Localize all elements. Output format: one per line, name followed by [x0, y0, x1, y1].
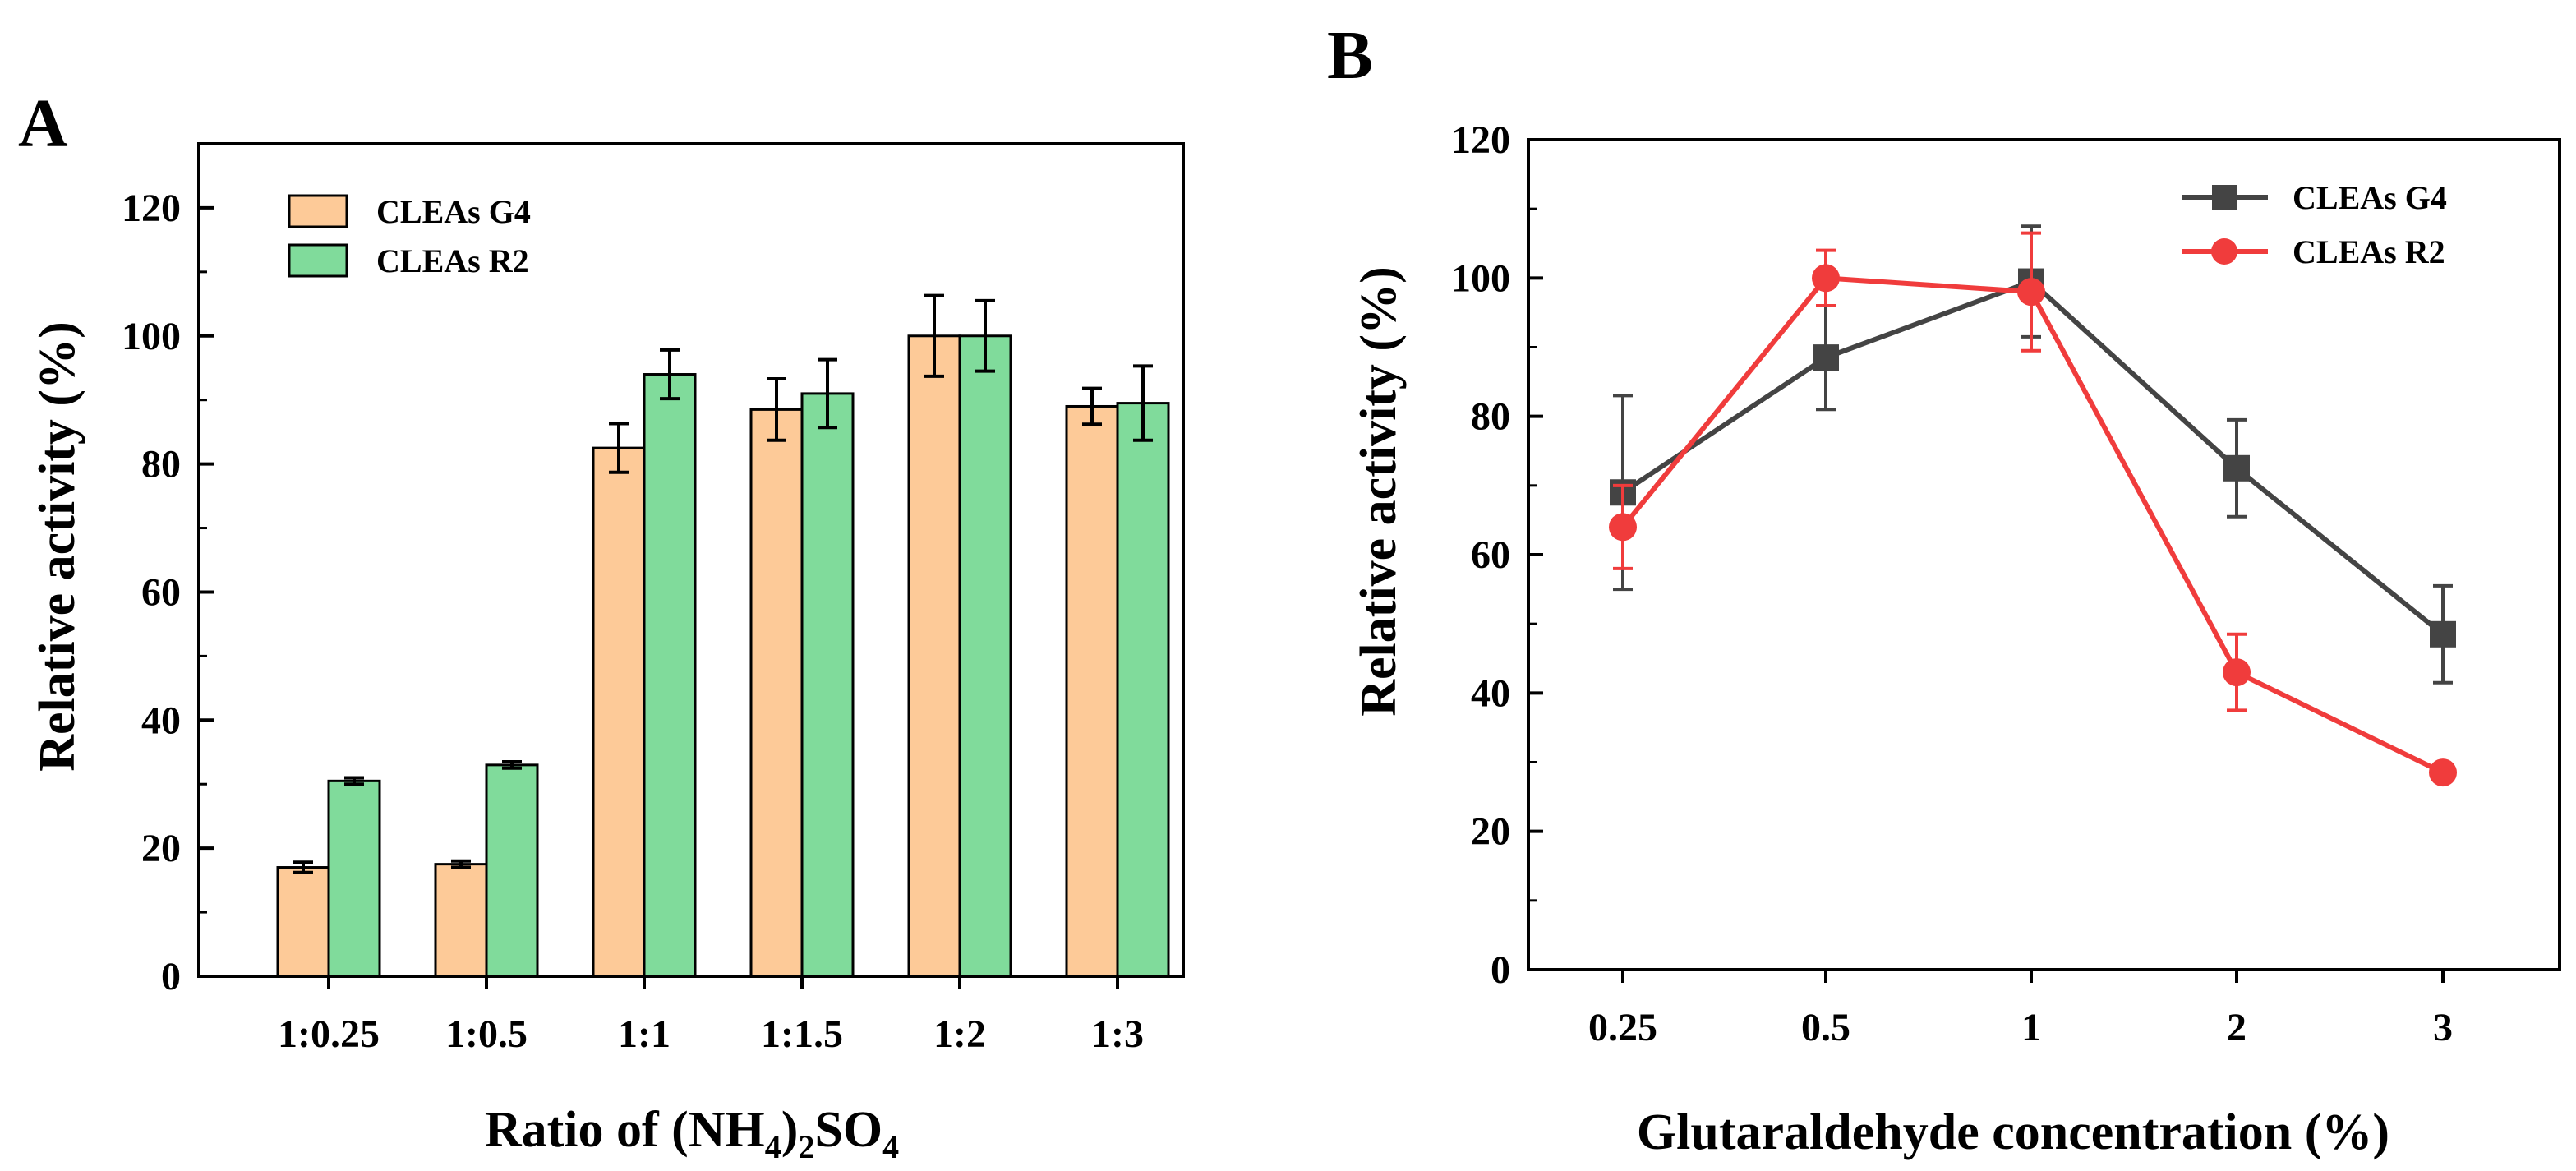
error-bar-r2-5 [1133, 364, 1153, 442]
y-tick-label: 60 [141, 570, 181, 614]
error-bar-r2-1 [502, 759, 522, 770]
legend-label-g4: CLEAs G4 [2293, 179, 2447, 216]
bar-g4-4 [907, 334, 961, 978]
error-bar-r2-0 [344, 776, 364, 786]
bar-r2-3 [800, 392, 855, 978]
x-tick-label: 3 [2433, 1006, 2453, 1049]
error-bar-g4-5 [1082, 386, 1102, 426]
bar-g4-5 [1065, 404, 1119, 978]
legend-label-r2: CLEAs R2 [2293, 233, 2445, 270]
y-tick-label: 20 [1471, 810, 1510, 854]
x-tick-label: 2 [2227, 1006, 2247, 1049]
panel-b-plot-area: 0 20 40 60 80 100 120 0.25 0.5 1 2 3 CLEAs G4 CLEAs R… [1451, 118, 2561, 1049]
point-r2-3 [2223, 658, 2251, 687]
legend-marker-g4 [2212, 185, 2237, 210]
bar-r2-0 [327, 779, 381, 978]
x-tick-label: 1:0.25 [278, 1012, 380, 1056]
point-g4-4 [2430, 620, 2456, 648]
bar-g4-1 [434, 863, 488, 978]
panel-a-legend: CLEAs G4 CLEAs R2 [288, 193, 531, 279]
bar-r2-4 [958, 334, 1012, 978]
x-tick-label: 0.5 [1801, 1006, 1850, 1049]
legend-swatch-g4 [288, 194, 348, 228]
bar-g4-0 [276, 866, 330, 978]
y-tick-label: 60 [1471, 533, 1510, 577]
panel-b: B Relative activity (%) Glutaraldehyde c… [1327, 17, 2561, 1160]
x-tick-label: 1:1.5 [761, 1012, 843, 1056]
error-bar-r2-2 [660, 348, 680, 401]
point-r2-4 [2429, 758, 2457, 787]
y-tick-label: 0 [161, 955, 181, 998]
panel-a: A Relative activity (%) Ratio of (NH4)2S… [18, 85, 1185, 1165]
panel-a-y-axis-label: Relative activity (%) [30, 321, 85, 771]
y-tick-label: 80 [141, 443, 181, 486]
point-g4-1 [1813, 344, 1839, 371]
point-r2-0 [1609, 513, 1637, 542]
y-tick-label: 0 [1491, 948, 1510, 992]
legend-label-g4: CLEAs G4 [376, 193, 531, 230]
x-tick-label: 1:3 [1091, 1012, 1144, 1056]
legend-label-r2: CLEAs R2 [376, 242, 529, 279]
point-g4-3 [2223, 454, 2250, 482]
point-r2-2 [2017, 278, 2045, 307]
y-tick-label: 40 [1471, 671, 1510, 715]
error-bar-r2-3 [818, 357, 837, 430]
panel-a-frame [197, 142, 1185, 978]
bar-r2-2 [643, 373, 697, 978]
legend-swatch-r2 [288, 243, 348, 278]
error-bar-r2-4 [975, 298, 995, 373]
x-tick-label: 1:1 [618, 1012, 670, 1056]
y-tick-label: 100 [122, 315, 181, 358]
panel-b-label: B [1327, 17, 1373, 94]
x-tick-label: 1 [2021, 1006, 2041, 1049]
bar-g4-3 [749, 408, 804, 978]
y-tick-label: 120 [1451, 118, 1510, 162]
bar-g4-2 [592, 446, 646, 978]
panel-a-plot-area: 0 20 40 60 80 100 120 1:0.25 1:0.5 1:1 1:1.5 1:2 1:3… [122, 142, 1185, 1056]
panel-a-label: A [18, 85, 68, 162]
y-tick-label: 120 [122, 187, 181, 230]
panel-b-y-axis-label: Relative activity (%) [1351, 266, 1407, 716]
error-bar-g4-0 [293, 860, 313, 874]
panel-b-legend: CLEAs G4 CLEAs R2 [2182, 179, 2447, 270]
bar-r2-1 [485, 763, 539, 978]
y-tick-label: 80 [1471, 395, 1510, 439]
x-tick-label: 1:2 [933, 1012, 986, 1056]
bar-r2-5 [1116, 402, 1170, 978]
y-tick-label: 40 [141, 698, 181, 742]
x-tick-label: 1:0.5 [445, 1012, 528, 1056]
y-tick-label: 20 [141, 827, 181, 870]
legend-marker-r2 [2211, 238, 2237, 265]
series-r2 [1609, 231, 2457, 787]
point-r2-1 [1812, 264, 1840, 293]
error-bar-g4-1 [451, 859, 471, 869]
error-bar-g4-3 [767, 376, 786, 442]
panel-a-x-axis-label: Ratio of (NH4)2SO4 [485, 1102, 899, 1165]
error-bar-g4-4 [924, 293, 944, 378]
y-tick-label: 100 [1451, 256, 1510, 300]
x-tick-label: 0.25 [1588, 1006, 1657, 1049]
error-bar-g4-2 [609, 422, 629, 474]
panel-b-x-axis-label: Glutaraldehyde concentration (%) [1637, 1104, 2389, 1160]
